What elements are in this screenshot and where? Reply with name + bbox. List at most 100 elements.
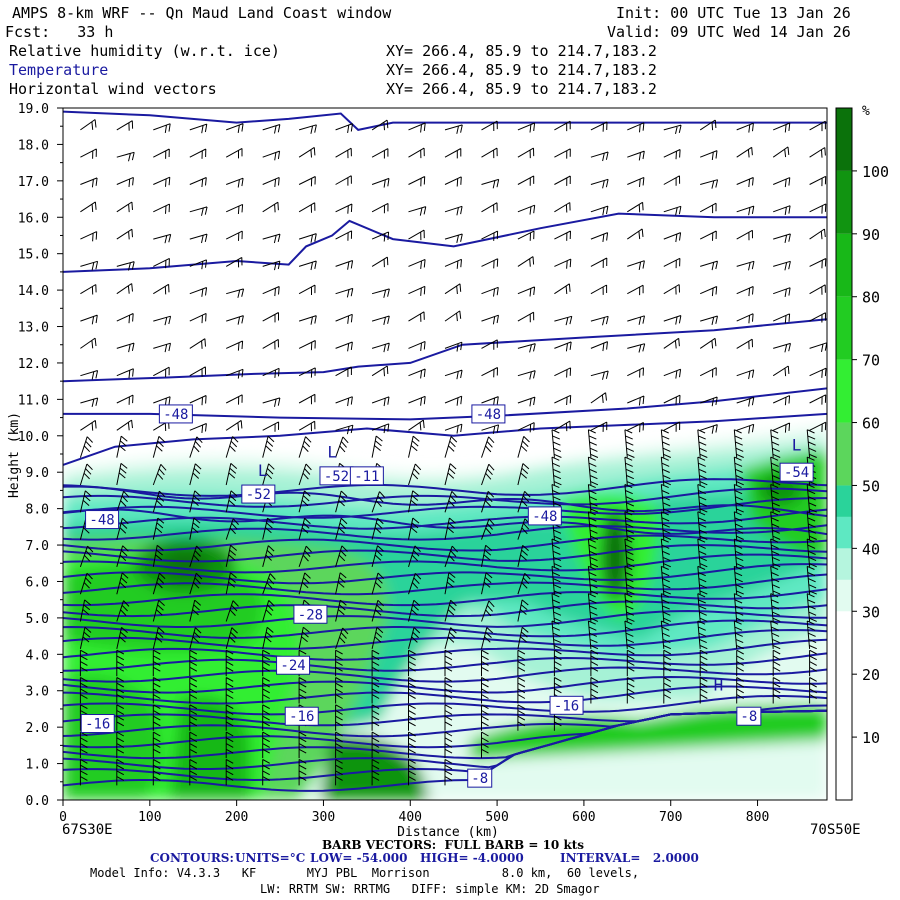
wind-barb (408, 122, 426, 133)
temperature-contour (63, 487, 827, 508)
wind-barb (116, 649, 125, 677)
wind-barb (444, 677, 453, 704)
wind-barb (371, 365, 389, 377)
wind-barb (371, 649, 380, 677)
wind-barb (371, 545, 384, 568)
contour-label-box (467, 768, 493, 788)
wind-barb (116, 228, 133, 240)
colorbar-segment (836, 422, 852, 486)
wind-barb (226, 315, 244, 325)
wind-barb (809, 147, 826, 158)
wind-barb (116, 517, 129, 540)
wind-barb (408, 704, 416, 731)
wind-barb (79, 677, 88, 704)
wind-barb (371, 704, 380, 731)
wind-barb (481, 600, 495, 622)
contour-label: -48 (476, 407, 501, 423)
wind-barb (806, 565, 817, 595)
extremum-marker: L (792, 435, 802, 454)
wind-barb (189, 627, 202, 650)
wind-barb (189, 463, 202, 486)
wind-barb (189, 312, 207, 324)
wind-barb (225, 572, 237, 595)
wind-barb (444, 310, 462, 322)
contour-label-box (276, 655, 311, 675)
wind-barb (262, 704, 270, 731)
wind-barb (770, 483, 781, 513)
y-axis: 0.0 1.0 2.0 3.0 4.0 5.0 6.0 7.0 8.0 9.0 10.0 11.0 12… (18, 102, 63, 809)
wind-barb (663, 421, 681, 432)
contour-labels: -48 -48 -48 -48 -52 -52 -11 -54 -28 -24 -16 -16 -16 -… (80, 404, 814, 788)
wind-barb (225, 544, 238, 567)
wind-barb (335, 649, 343, 677)
wind-barb (444, 627, 457, 650)
wind-barb (770, 565, 781, 595)
wind-barb (809, 312, 826, 323)
wind-barb (809, 677, 817, 704)
wind-barb (733, 593, 744, 622)
wind-barb (663, 149, 681, 160)
wind-barb (116, 201, 133, 213)
wind-barb (80, 419, 97, 431)
wind-barb (736, 205, 755, 216)
wind-barb (152, 731, 161, 759)
wind-barb (153, 257, 170, 269)
wind-barb (697, 538, 708, 568)
wind-barb (770, 593, 781, 622)
wind-barb (481, 627, 494, 650)
wind-barb (554, 394, 572, 406)
wind-barb (116, 435, 128, 458)
wind-barb (517, 677, 526, 704)
wind-barb (517, 396, 536, 407)
wind-barb (660, 593, 672, 622)
wind-barb (152, 627, 165, 650)
temperature-contour (63, 588, 827, 607)
wind-barb (554, 283, 571, 295)
wind-barb (116, 313, 134, 324)
wind-barb (80, 314, 98, 325)
wind-barb (116, 545, 129, 568)
contour-label: -48 (532, 509, 557, 525)
colorbar-segment (836, 674, 852, 738)
wind-barb (481, 704, 489, 731)
wind-barb (116, 463, 128, 486)
wind-barb (553, 649, 562, 677)
wind-barb (517, 545, 529, 568)
contour-label: -8 (740, 709, 757, 725)
wind-barb (79, 758, 88, 786)
wind-barb (262, 435, 275, 458)
wind-barb (225, 256, 243, 268)
contour-label: -16 (85, 717, 110, 733)
wind-barb (772, 146, 790, 158)
wind-barb (773, 205, 791, 215)
wind-barb (551, 483, 562, 513)
wind-barb (116, 283, 133, 295)
wind-barb (116, 731, 125, 759)
wind-barb (773, 177, 791, 188)
wind-barb (226, 288, 245, 298)
colorbar: 10 20 30 40 50 60 70 80 90 100 (835, 107, 889, 801)
wind-barb (627, 343, 646, 353)
wind-barb (371, 288, 390, 298)
wind-barb (408, 395, 426, 406)
wind-barb (335, 599, 347, 622)
colorbar-frame (835, 107, 853, 801)
y-tick-label: 8.0 (26, 503, 49, 518)
wind-barb (371, 231, 390, 242)
colorbar-tick-label: 20 (862, 666, 880, 684)
contour-label-box (85, 510, 120, 530)
wind-barb (444, 124, 463, 134)
wind-barb (298, 517, 311, 540)
wind-barb (590, 649, 599, 677)
x-tick-label: 800 (746, 810, 769, 825)
wind-barb (408, 147, 425, 159)
wind-barb (481, 518, 495, 540)
contour-label: -28 (298, 607, 323, 623)
wind-barb (335, 123, 353, 133)
wind-barb (809, 228, 826, 240)
wind-barb (481, 572, 493, 595)
wind-barb (517, 599, 529, 622)
wind-barb (225, 394, 243, 405)
y-tick-label: 2.0 (26, 721, 49, 736)
wind-barb (189, 287, 208, 297)
